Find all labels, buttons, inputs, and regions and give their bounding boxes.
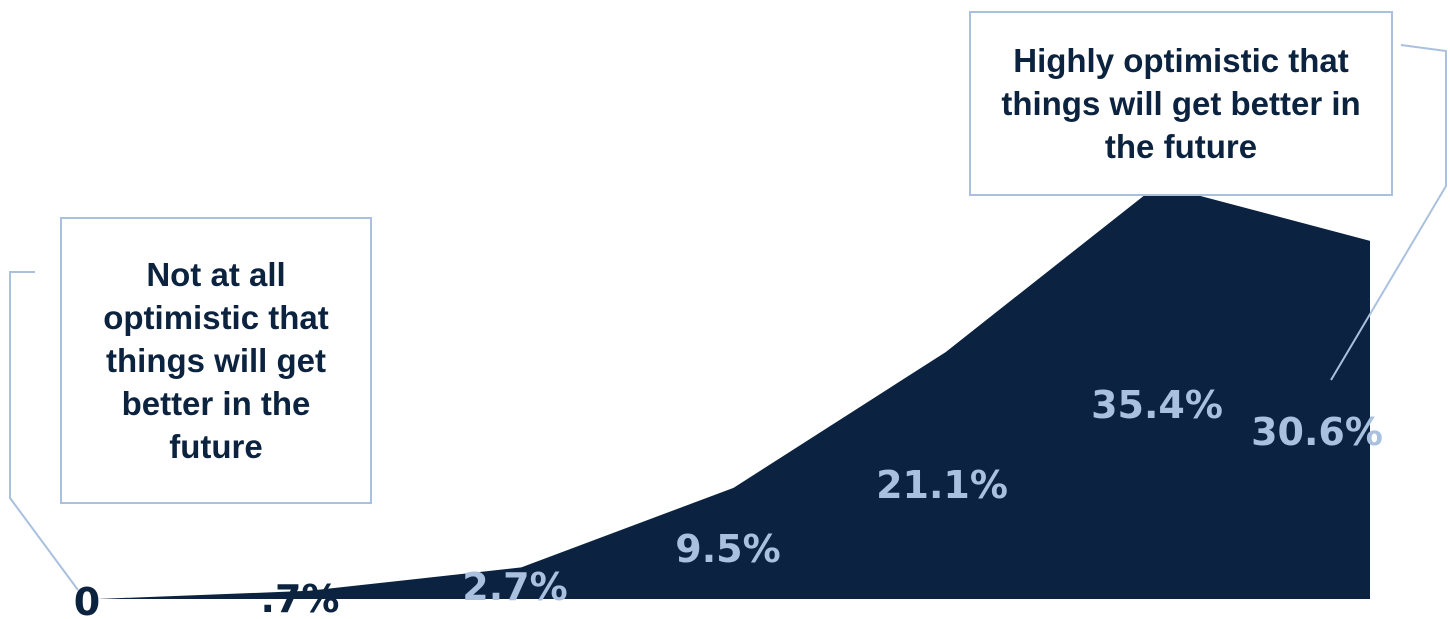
data-label: 35.4% (1091, 383, 1223, 427)
area-series (97, 184, 1370, 600)
data-label: 9.5% (675, 527, 780, 571)
callout-high-end: Highly optimistic that things will get b… (969, 11, 1393, 196)
callout-low-end: Not at all optimistic that things will g… (60, 217, 372, 504)
data-label: 30.6% (1251, 410, 1383, 454)
data-label: .7% (261, 577, 340, 619)
data-labels: 0 .7% 2.7% 9.5% 21.1% 35.4% 30.6% (74, 383, 1383, 619)
data-label: 2.7% (462, 565, 567, 609)
data-label: 0 (74, 580, 100, 619)
callout-low-end-text: Not at all optimistic that things will g… (103, 256, 329, 465)
callout-high-end-text: Highly optimistic that things will get b… (1001, 42, 1361, 165)
data-label: 21.1% (876, 463, 1008, 507)
